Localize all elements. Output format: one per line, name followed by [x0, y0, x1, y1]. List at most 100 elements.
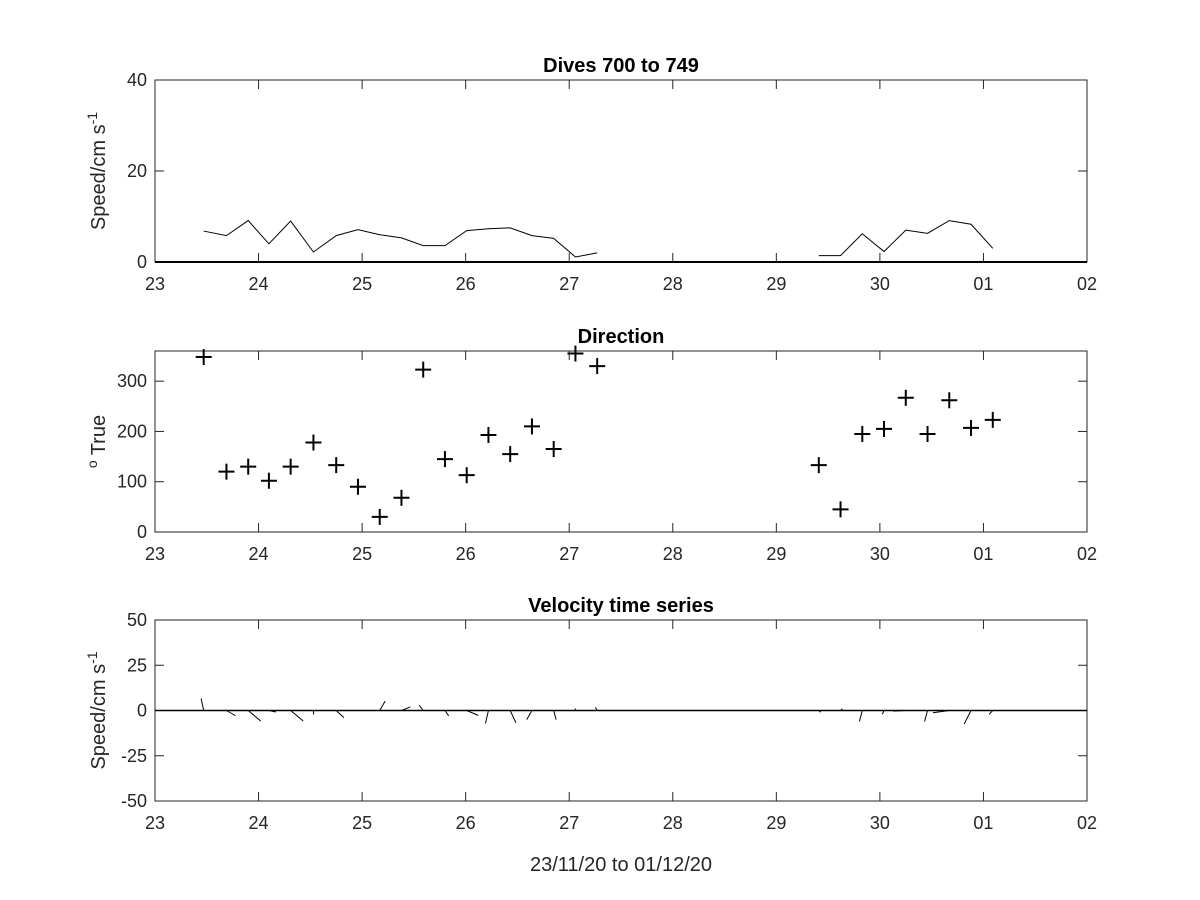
velocity-x-tick-label: 29 — [766, 813, 786, 833]
direction-x-tick-label: 23 — [145, 544, 165, 564]
velocity-x-tick-label: 30 — [870, 813, 890, 833]
velocity-x-tick-label: 23 — [145, 813, 165, 833]
direction-marker — [305, 434, 322, 451]
velocity-x-axis-label: 23/11/20 to 01/12/20 — [530, 854, 712, 876]
direction-marker — [545, 441, 562, 458]
velocity-stick — [226, 710, 236, 717]
speed-x-tick-label: 25 — [352, 274, 372, 294]
velocity-stick — [840, 708, 843, 711]
velocity-y-tick-label: 25 — [127, 655, 147, 675]
velocity-y-tick-label: 50 — [127, 610, 147, 630]
direction-marker — [832, 501, 849, 518]
direction-marker — [328, 457, 345, 474]
velocity-stick — [247, 710, 262, 722]
velocity-x-tick-label: 02 — [1077, 813, 1097, 833]
direction-marker — [260, 472, 277, 489]
speed-y-axis-label-text: Speed/cm s — [88, 124, 110, 230]
direction-y-tick-label: 0 — [137, 522, 147, 542]
velocity-stick — [526, 710, 533, 720]
direction-x-tick-label: 30 — [870, 544, 890, 564]
velocity-stick — [379, 700, 386, 711]
direction-marker — [458, 467, 475, 484]
velocity-y-axis-label-text: Speed/cm s — [88, 664, 110, 770]
velocity-x-tick-label: 26 — [456, 813, 476, 833]
direction-x-tick-label: 28 — [663, 544, 683, 564]
velocity-stick — [268, 710, 277, 713]
velocity-stick — [200, 698, 205, 711]
speed-series-line — [818, 220, 994, 257]
direction-marker — [480, 426, 497, 443]
velocity-stick — [594, 707, 598, 711]
velocity-plot-title: Velocity time series — [528, 595, 714, 617]
speed-x-tick-label: 29 — [766, 274, 786, 294]
velocity-y-tick-label: -25 — [121, 746, 147, 766]
speed-y-axis-label-superscript: -1 — [84, 112, 100, 125]
direction-marker — [282, 458, 299, 475]
velocity-x-tick-label: 27 — [559, 813, 579, 833]
direction-marker — [240, 458, 257, 475]
velocity-stick — [881, 710, 885, 715]
speed-x-tick-label: 28 — [663, 274, 683, 294]
velocity-x-tick-label: 24 — [249, 813, 269, 833]
speed-x-tick-label: 26 — [456, 274, 476, 294]
speed-panel: Dives 700 to 749 Speed/cm s-1 23 24 25 26 27… — [84, 55, 1097, 294]
direction-panel: Direction o True 23 24 25 26 27 28 29 30 01 02 0 100… — [84, 326, 1097, 564]
velocity-stick — [466, 710, 479, 716]
speed-x-tick-label: 02 — [1077, 274, 1097, 294]
direction-x-tick-label: 26 — [456, 544, 476, 564]
direction-marker — [897, 389, 914, 406]
direction-marker — [218, 463, 235, 480]
velocity-stick — [858, 710, 863, 722]
direction-x-tick-label: 02 — [1077, 544, 1097, 564]
direction-marker — [810, 457, 827, 474]
velocity-stick — [418, 704, 424, 711]
velocity-stick — [893, 710, 906, 712]
speed-x-tick-label: 27 — [559, 274, 579, 294]
velocity-stick — [818, 710, 821, 713]
direction-x-tick-label: 25 — [352, 544, 372, 564]
direction-y-axis-label-prefix: o — [84, 460, 100, 468]
speed-y-tick-label: 20 — [127, 161, 147, 181]
velocity-stick — [553, 710, 557, 720]
direction-marker — [984, 411, 1001, 428]
direction-marker — [502, 446, 519, 463]
velocity-stick — [290, 710, 304, 722]
speed-x-tick-label: 23 — [145, 274, 165, 294]
direction-marker — [523, 418, 540, 435]
velocity-stick — [484, 710, 489, 724]
velocity-x-tick-label: 25 — [352, 813, 372, 833]
velocity-y-tick-label: 0 — [137, 701, 147, 721]
velocity-stick — [335, 710, 345, 719]
direction-x-tick-label: 29 — [766, 544, 786, 564]
direction-marker — [963, 419, 980, 436]
velocity-stick — [963, 710, 972, 725]
speed-y-tick-label: 40 — [127, 70, 147, 90]
velocity-y-tick-label: -50 — [121, 791, 147, 811]
direction-marker — [567, 345, 584, 362]
direction-y-axis-label-text: True — [88, 415, 110, 455]
speed-plot-title: Dives 700 to 749 — [543, 55, 699, 77]
velocity-stick — [509, 710, 517, 724]
velocity-stick — [924, 710, 929, 722]
direction-marker — [415, 361, 432, 378]
direction-x-tick-label: 24 — [249, 544, 269, 564]
direction-y-tick-label: 100 — [117, 472, 147, 492]
direction-marker — [349, 478, 366, 495]
velocity-panel: Velocity time series Speed/cm s-1 23/11/… — [84, 595, 1097, 876]
direction-marker — [919, 425, 936, 442]
velocity-stick — [932, 710, 950, 714]
direction-marker — [436, 451, 453, 468]
velocity-y-axis-label: Speed/cm s-1 — [84, 651, 110, 769]
direction-plot-title: Direction — [578, 326, 665, 348]
velocity-stick — [988, 710, 994, 715]
direction-x-tick-label: 01 — [973, 544, 993, 564]
velocity-x-tick-label: 01 — [973, 813, 993, 833]
velocity-stick — [444, 710, 450, 717]
speed-x-tick-label: 24 — [249, 274, 269, 294]
direction-x-tick-label: 27 — [559, 544, 579, 564]
direction-marker — [195, 349, 212, 366]
direction-y-tick-label: 300 — [117, 371, 147, 391]
direction-marker — [393, 489, 410, 506]
direction-marker — [941, 392, 958, 409]
